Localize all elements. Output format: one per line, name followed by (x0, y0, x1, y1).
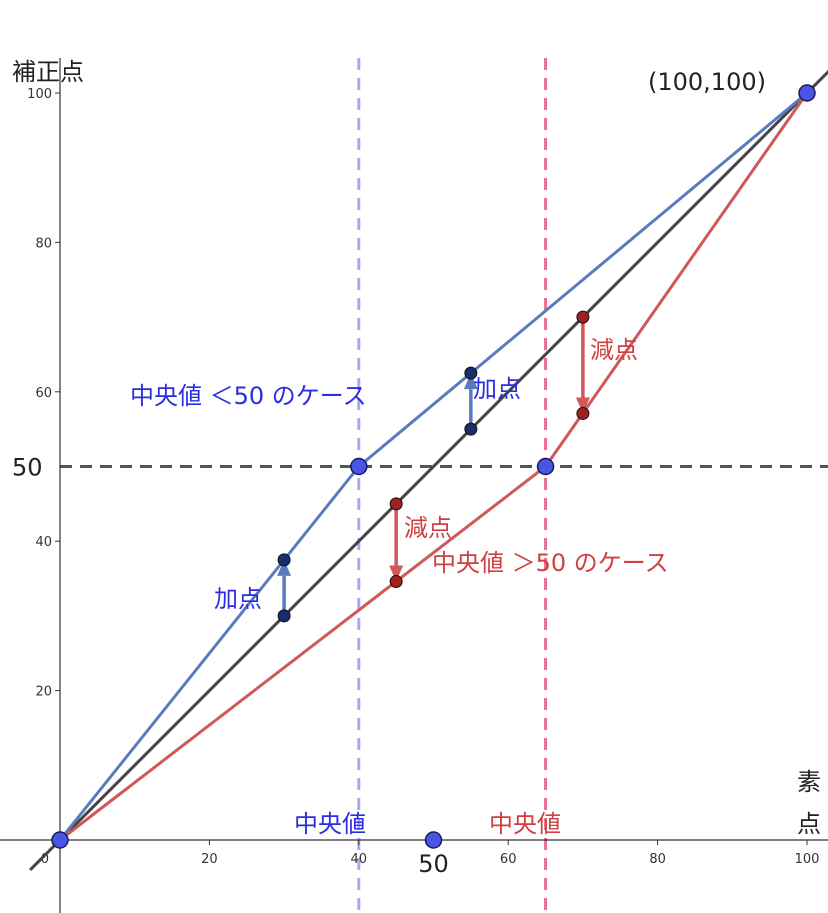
key-point-origin (51, 831, 69, 849)
arrow-head (463, 373, 478, 390)
series-lines (29, 69, 828, 871)
arrow-head (277, 559, 292, 576)
points (51, 84, 816, 849)
red-case-label: 中央値 ＞50 のケース (432, 549, 669, 577)
x-tick-label: 60 (500, 852, 517, 867)
y-tick-label: 60 (35, 386, 52, 401)
key-point-blue-median (350, 457, 368, 476)
x-tick-label: 80 (649, 852, 666, 867)
adjustment-point-to (277, 553, 291, 567)
x-tick-label: 40 (351, 852, 368, 867)
adjustment-point-from (277, 609, 291, 623)
blue-median-label: 中央値 (294, 810, 366, 838)
point-label-100-100: (100,100) (648, 68, 766, 96)
horizontal-50-label: 50 (12, 454, 43, 482)
y-axis-title: 補正点 (12, 58, 84, 86)
arrow-head (389, 565, 404, 582)
adjustment-point-from (389, 497, 403, 511)
y-tick-label: 100 (27, 87, 52, 102)
adjustment-arrow-red-sub-high (575, 310, 590, 420)
x-axis-title-line2: 点 (797, 810, 821, 838)
key-point-top (798, 84, 816, 102)
adjustment-point-to (389, 575, 403, 589)
x-axis-marker-50 (424, 831, 443, 849)
adjustment-point-from (464, 422, 478, 436)
series-line-identity (29, 69, 828, 871)
adjustment-label-red-sub-high: 減点 (590, 336, 638, 364)
x-tick-label: 20 (201, 852, 218, 867)
x-tick-label: 100 (795, 852, 820, 867)
adjustment-arrows (277, 310, 590, 623)
adjustment-point-from (576, 310, 590, 324)
key-point-red-median (536, 457, 555, 476)
adjustment-arrow-blue-add-high (463, 366, 478, 436)
adjustment-arrow-red-sub-low (389, 497, 404, 589)
y-tick-label: 80 (35, 236, 52, 251)
arrow-head (575, 397, 590, 414)
axes: 0 20 40 60 80 100 20 40 60 80 100 (0, 58, 828, 913)
adjustment-point-to (576, 406, 590, 420)
adjustment-arrow-blue-add-low (277, 553, 292, 623)
adjustment-label-blue-add-high: 加点 (473, 375, 521, 403)
y-tick-label: 40 (35, 535, 52, 550)
x-axis-title-line1: 素 (797, 768, 821, 796)
reference-lines (60, 58, 828, 913)
adjustment-label-red-sub-low: 減点 (404, 514, 452, 542)
blue-case-label: 中央値 ＜50 のケース (130, 382, 367, 410)
adjustment-point-to (464, 366, 478, 380)
x-axis-marker-label: 50 (418, 850, 449, 878)
x-tick-label: 0 (41, 852, 49, 867)
red-median-label: 中央値 (489, 810, 561, 838)
adjustment-label-blue-add-low: 加点 (214, 585, 262, 613)
y-tick-label: 20 (35, 685, 52, 700)
